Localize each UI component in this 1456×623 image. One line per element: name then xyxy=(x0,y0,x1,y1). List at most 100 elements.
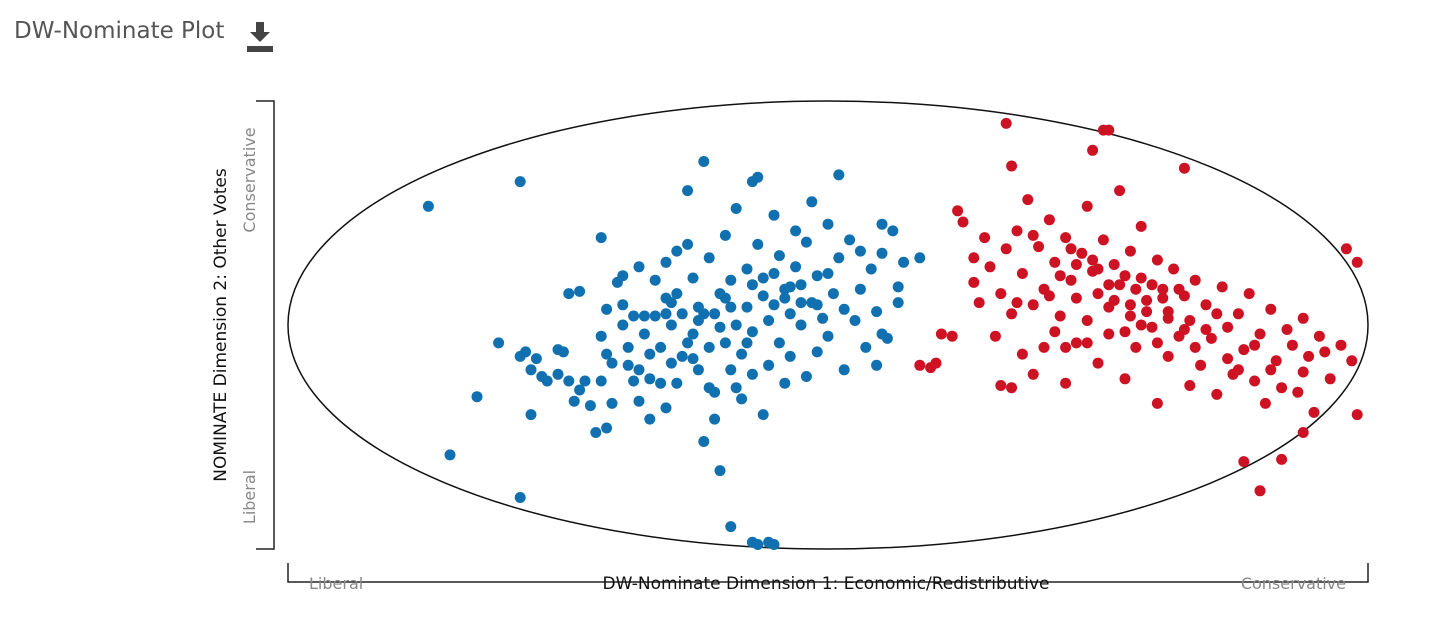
red-point-122 xyxy=(1249,339,1261,351)
blue-point-110 xyxy=(827,288,839,300)
red-point-118 xyxy=(1200,324,1212,335)
red-point-55 xyxy=(1146,321,1158,333)
blue-point-40 xyxy=(633,395,645,407)
red-point-27 xyxy=(1043,214,1055,226)
blue-point-150 xyxy=(914,252,926,264)
blue-point-144 xyxy=(644,373,656,385)
red-point-14 xyxy=(995,288,1007,300)
red-point-36 xyxy=(1076,247,1088,259)
blue-point-32 xyxy=(617,270,629,282)
red-point-99 xyxy=(1119,270,1131,282)
red-point-85 xyxy=(1297,312,1309,324)
blue-point-9 xyxy=(541,375,553,387)
blue-point-38 xyxy=(628,310,640,322)
blue-point-51 xyxy=(665,357,677,369)
red-point-34 xyxy=(1070,292,1082,304)
red-point-26 xyxy=(1038,341,1050,353)
blue-point-45 xyxy=(649,310,661,322)
blue-point-136 xyxy=(655,341,667,353)
red-point-82 xyxy=(1276,382,1288,394)
blue-point-149 xyxy=(887,225,899,237)
blue-point-5 xyxy=(520,346,532,358)
blue-point-50 xyxy=(660,402,672,414)
y-axis-bottom-label: Liberal xyxy=(240,470,259,524)
blue-point-76 xyxy=(730,319,742,331)
red-point-80 xyxy=(1265,303,1277,315)
red-point-10 xyxy=(979,232,991,244)
red-point-66 xyxy=(1189,274,1201,286)
blue-point-91 xyxy=(773,337,785,349)
blue-point-19 xyxy=(579,375,591,387)
blue-point-42 xyxy=(638,328,650,340)
blue-point-34 xyxy=(617,319,629,331)
red-point-64 xyxy=(1184,380,1196,391)
blue-point-71 xyxy=(719,337,731,349)
red-point-116 xyxy=(1060,341,1072,353)
blue-point-100 xyxy=(795,319,807,331)
blue-point-163 xyxy=(709,413,721,425)
red-point-130 xyxy=(1103,124,1115,136)
blue-point-143 xyxy=(671,288,683,300)
blue-point-27 xyxy=(595,330,607,342)
blue-point-79 xyxy=(741,301,753,313)
red-point-65 xyxy=(1184,315,1196,326)
blue-point-93 xyxy=(779,377,791,389)
blue-point-75 xyxy=(730,203,742,214)
red-point-135 xyxy=(1297,427,1309,438)
blue-point-148 xyxy=(876,218,888,230)
blue-point-127 xyxy=(741,337,753,349)
x-axis-bracket xyxy=(287,563,1369,583)
red-point-47 xyxy=(1114,279,1126,291)
red-point-121 xyxy=(1232,364,1244,376)
blue-point-60 xyxy=(687,328,699,340)
download-icon[interactable] xyxy=(245,20,275,54)
red-point-42 xyxy=(1097,234,1109,246)
red-point-61 xyxy=(1168,263,1180,275)
blue-point-63 xyxy=(698,156,710,167)
red-point-98 xyxy=(1103,279,1115,291)
red-point-134 xyxy=(1351,256,1363,268)
blue-point-139 xyxy=(730,382,742,394)
blue-point-146 xyxy=(822,268,834,279)
blue-point-154 xyxy=(725,521,737,533)
x-axis-label: DW-Nominate Dimension 1: Economic/Redist… xyxy=(603,574,1050,594)
blue-point-55 xyxy=(676,308,688,320)
blue-point-52 xyxy=(665,319,677,331)
red-point-2 xyxy=(930,357,942,369)
red-point-94 xyxy=(1027,229,1039,241)
red-point-16 xyxy=(1006,382,1018,394)
red-point-44 xyxy=(1103,328,1115,340)
blue-point-15 xyxy=(574,285,586,297)
red-point-100 xyxy=(1130,283,1142,295)
y-axis-bracket xyxy=(256,100,275,550)
red-point-54 xyxy=(1141,294,1153,306)
red-point-38 xyxy=(1081,315,1093,326)
blue-point-94 xyxy=(779,292,791,304)
red-point-137 xyxy=(1238,456,1250,468)
blue-point-53 xyxy=(671,245,683,257)
red-point-45 xyxy=(1108,259,1120,270)
red-point-19 xyxy=(1016,268,1028,279)
red-point-7 xyxy=(968,252,980,264)
blue-point-108 xyxy=(822,218,834,230)
red-point-50 xyxy=(1124,245,1136,257)
red-point-115 xyxy=(1081,337,1093,349)
blue-point-99 xyxy=(795,279,807,291)
red-point-56 xyxy=(1151,254,1163,266)
red-point-81 xyxy=(1270,355,1282,367)
blue-point-97 xyxy=(790,225,802,237)
blue-point-119 xyxy=(871,306,883,318)
blue-point-85 xyxy=(757,290,769,302)
blue-point-29 xyxy=(601,422,613,434)
red-point-92 xyxy=(1351,409,1363,421)
red-point-21 xyxy=(1022,194,1034,206)
blue-point-35 xyxy=(622,341,634,353)
blue-point-151 xyxy=(892,281,904,293)
red-point-113 xyxy=(1151,337,1163,349)
blue-point-120 xyxy=(876,247,888,259)
blue-point-33 xyxy=(617,299,629,311)
blue-point-147 xyxy=(854,245,866,257)
red-point-138 xyxy=(1276,453,1288,465)
red-point-112 xyxy=(1178,324,1190,335)
blue-point-73 xyxy=(725,274,737,286)
